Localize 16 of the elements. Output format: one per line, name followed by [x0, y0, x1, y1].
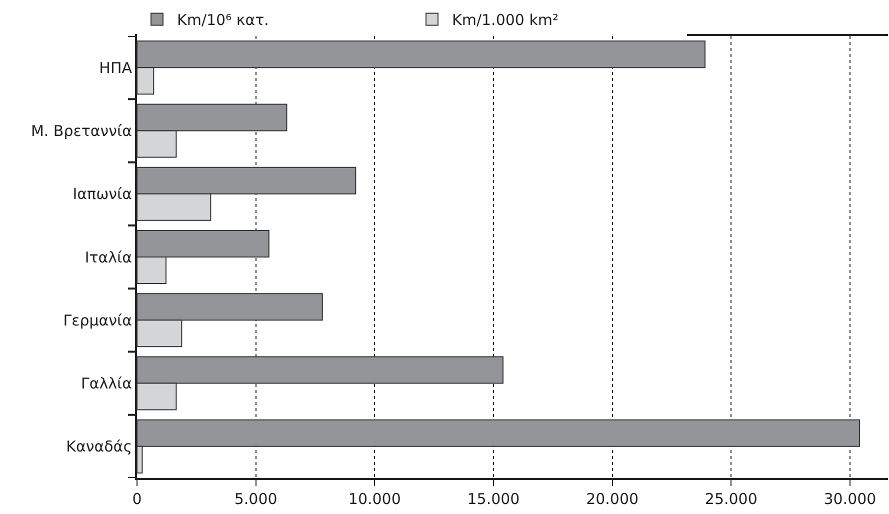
y-tick-label: Ιταλία — [84, 248, 132, 266]
legend-label: Km/1.000 km² — [452, 11, 559, 30]
x-tick-label: 10.000 — [348, 490, 401, 508]
x-tick-label: 30.000 — [824, 490, 876, 508]
x-tick-label: 25.000 — [704, 490, 758, 508]
x-tick-label: 15.000 — [467, 490, 520, 508]
y-tick-label: ΗΠΑ — [99, 58, 133, 77]
y-tick-label: Μ. Βρεταννία — [30, 122, 132, 140]
x-tick-label: 20.000 — [586, 490, 639, 508]
y-tick-label: Καναδάς — [66, 438, 132, 456]
legend-label: Km/10⁶ κατ. — [177, 11, 269, 30]
x-tick-label: 0 — [132, 490, 142, 508]
y-tick-label: Ιαπωνία — [72, 185, 132, 204]
y-tick-label: Γερμανία — [63, 311, 132, 330]
y-tick-label: Γαλλία — [81, 374, 132, 393]
x-tick-label: 5.000 — [234, 490, 278, 508]
